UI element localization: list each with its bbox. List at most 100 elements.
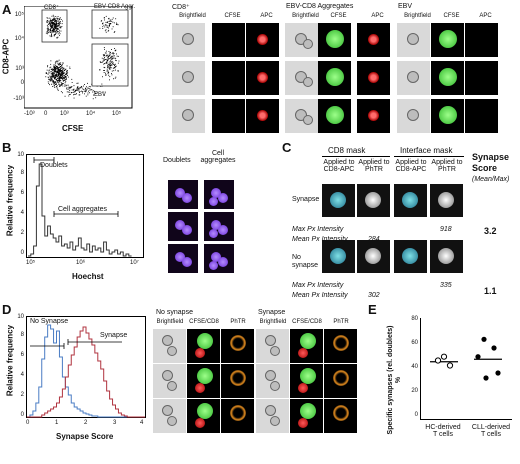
scatter-point bbox=[64, 77, 65, 79]
cell-brightfield bbox=[167, 416, 177, 426]
scatter-point bbox=[60, 82, 62, 83]
scatter-point bbox=[58, 68, 59, 70]
category-cll: CLL-derived T cells bbox=[466, 424, 516, 438]
scatter-point bbox=[59, 76, 61, 78]
scatter-point bbox=[92, 91, 94, 93]
cfse-image bbox=[212, 23, 245, 57]
scatter-point bbox=[56, 82, 58, 83]
scatter-point bbox=[56, 30, 58, 32]
cell-brightfield bbox=[407, 71, 419, 83]
cfse-signal bbox=[300, 403, 316, 419]
mean-label-2: Mean Px Intensity bbox=[292, 292, 348, 299]
scatter-point bbox=[57, 16, 59, 17]
scatter-point bbox=[46, 28, 48, 30]
scatter-point bbox=[104, 63, 105, 64]
scatter-point bbox=[91, 89, 93, 91]
cell-brightfield bbox=[303, 77, 313, 87]
ytick: 80 bbox=[411, 316, 418, 322]
scatter-point bbox=[85, 91, 87, 93]
scatter-point bbox=[62, 72, 64, 74]
scatter-point bbox=[65, 78, 67, 80]
panel-b-label: B bbox=[2, 140, 12, 155]
scatter-svg bbox=[23, 5, 133, 109]
scatter-point bbox=[92, 90, 94, 92]
scatter-point bbox=[73, 89, 74, 91]
scatter-point bbox=[105, 62, 107, 64]
scatter-point bbox=[76, 87, 78, 89]
scatter-point bbox=[76, 88, 78, 90]
scatter-point bbox=[52, 81, 54, 82]
scatter-point bbox=[109, 52, 111, 54]
scatter-point bbox=[47, 20, 48, 21]
score-synapse: 3.2 bbox=[484, 226, 497, 236]
hist-d-xticks: 0 1 2 3 4 bbox=[26, 420, 146, 430]
scatter-point bbox=[66, 71, 68, 73]
scatter-point bbox=[108, 21, 110, 22]
xtick: 0 bbox=[44, 111, 48, 117]
cell-signal bbox=[439, 106, 457, 124]
scatter-point bbox=[112, 26, 114, 28]
scatter-point bbox=[61, 83, 62, 85]
scatter-point bbox=[89, 86, 91, 88]
scatter-point bbox=[54, 71, 56, 73]
aggregate-image bbox=[204, 244, 234, 273]
scatter-point bbox=[54, 19, 56, 21]
scatter-point bbox=[52, 71, 54, 73]
phtr-image bbox=[324, 364, 357, 398]
scatter-point bbox=[103, 47, 105, 48]
max-label-2: Max Px Intensity bbox=[292, 282, 344, 289]
data-point bbox=[491, 345, 497, 351]
scatter-point bbox=[52, 22, 54, 23]
scatter-point bbox=[61, 70, 63, 72]
scatter-point bbox=[57, 27, 59, 29]
scatter-point bbox=[51, 29, 53, 31]
brightfield-image bbox=[153, 329, 186, 363]
scatter-point bbox=[59, 84, 61, 86]
scatter-point bbox=[95, 93, 97, 95]
scatter-point bbox=[109, 66, 111, 68]
gate-ebv-label: EBV bbox=[94, 92, 107, 98]
scatter-point bbox=[112, 63, 114, 65]
scatter-point bbox=[59, 63, 61, 65]
scatter-point bbox=[59, 78, 61, 80]
scatter-point bbox=[59, 66, 61, 68]
scatter-point bbox=[56, 76, 58, 77]
scatter-point bbox=[50, 76, 52, 77]
scatter-point bbox=[89, 89, 91, 91]
scatter-point bbox=[85, 88, 86, 90]
scatter-point bbox=[115, 49, 117, 51]
scatter-point bbox=[55, 21, 57, 23]
cfse-cd8-image bbox=[187, 329, 220, 363]
scatter-point bbox=[58, 75, 59, 77]
scatter-point bbox=[66, 74, 68, 76]
scatter-point bbox=[85, 90, 87, 92]
scatter-point bbox=[51, 69, 53, 71]
scatter-point bbox=[48, 29, 50, 30]
xtick: 10⁵ bbox=[26, 260, 36, 266]
nucleus bbox=[182, 193, 192, 203]
scatter-point bbox=[60, 79, 62, 81]
scatter-point bbox=[71, 86, 72, 88]
col-header: CFSE bbox=[224, 13, 241, 19]
scatter-point bbox=[99, 61, 101, 63]
scatter-point bbox=[102, 76, 103, 78]
phtr-signal bbox=[230, 405, 246, 421]
scatter-point bbox=[86, 89, 88, 90]
scatter-point bbox=[59, 77, 61, 78]
scatter-point bbox=[57, 68, 59, 70]
scatter-point bbox=[49, 84, 50, 86]
scatter-point bbox=[58, 67, 60, 68]
scatter-point bbox=[46, 31, 48, 33]
mask-cell bbox=[438, 248, 454, 264]
scatter-point bbox=[108, 25, 110, 27]
scatter-point bbox=[57, 23, 59, 25]
scatter-point bbox=[45, 72, 47, 74]
cell-signal bbox=[257, 34, 268, 45]
xtick: 3 bbox=[113, 420, 117, 426]
scatter-point bbox=[54, 68, 56, 70]
scatter-point bbox=[59, 27, 61, 28]
scatter-point bbox=[51, 32, 53, 34]
scatter-point bbox=[54, 19, 56, 20]
scatter-point bbox=[49, 25, 51, 26]
scatter-point bbox=[103, 94, 105, 96]
